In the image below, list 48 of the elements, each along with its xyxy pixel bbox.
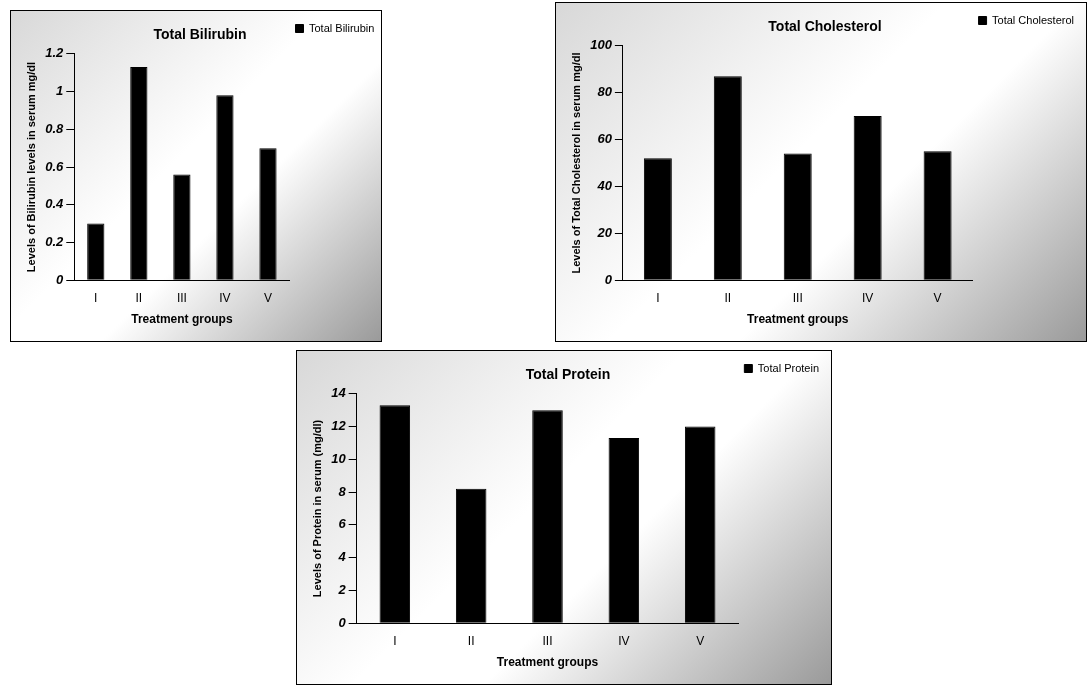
chart-title: Total Protein	[525, 366, 611, 383]
y-tick-label: 0	[338, 614, 347, 630]
x-tick-label: IV	[219, 290, 231, 305]
x-tick-label: IV	[861, 290, 874, 305]
x-tick-label: II	[724, 290, 732, 305]
y-axis-title: Levels of Bilirubin levels in serum mg/dl	[24, 61, 37, 273]
x-tick-label: III	[176, 290, 187, 305]
x-axis-title: Treatment groups	[131, 312, 233, 327]
y-tick-label: 0.6	[45, 158, 65, 174]
y-tick-label: 40	[596, 178, 613, 194]
x-axis-title: Treatment groups	[496, 655, 599, 670]
y-tick-label: 1.2	[45, 45, 65, 61]
x-axis-title: Treatment groups	[747, 312, 849, 327]
x-tick-label: I	[393, 633, 397, 648]
legend-label: Total Protein	[757, 361, 820, 374]
y-tick-label: 60	[597, 131, 613, 147]
chart-title: Total Cholesterol	[768, 18, 882, 35]
chart-title: Total Bilirubin	[153, 26, 247, 43]
y-tick-label: 100	[590, 37, 613, 53]
legend-label: Total Bilirubin	[309, 21, 375, 34]
y-tick-label: 4	[337, 549, 347, 565]
x-tick-label: V	[263, 290, 272, 305]
y-tick-label: 20	[596, 224, 613, 240]
y-tick-label: 80	[597, 84, 613, 100]
y-tick-label: 1	[56, 83, 64, 99]
y-tick-label: 10	[331, 450, 347, 466]
x-tick-label: II	[135, 290, 143, 305]
y-axis-title: Levels of Total Cholesterol in serum mg/dl	[569, 52, 582, 274]
x-tick-label: II	[467, 633, 475, 648]
y-tick-label: 0.8	[45, 120, 65, 136]
y-tick-label: 0.4	[45, 196, 65, 212]
x-tick-label: V	[933, 290, 942, 305]
y-tick-label: 0.2	[45, 234, 65, 250]
y-tick-label: 12	[331, 418, 347, 434]
x-tick-label: IV	[618, 633, 630, 648]
x-tick-label: V	[696, 633, 705, 648]
y-tick-label: 8	[338, 483, 347, 499]
y-tick-label: 0	[56, 271, 65, 287]
y-tick-label: 0	[604, 271, 613, 287]
x-tick-label: I	[656, 290, 660, 305]
y-tick-label: 2	[337, 582, 347, 598]
x-tick-label: I	[94, 290, 98, 305]
x-tick-label: III	[792, 290, 803, 305]
legend-label: Total Cholesterol	[992, 13, 1075, 26]
y-axis-title: Levels of Protein in serum (mg/dl)	[310, 419, 323, 598]
y-tick-label: 6	[338, 516, 347, 532]
x-tick-label: III	[542, 633, 553, 648]
y-tick-label: 14	[331, 385, 347, 401]
